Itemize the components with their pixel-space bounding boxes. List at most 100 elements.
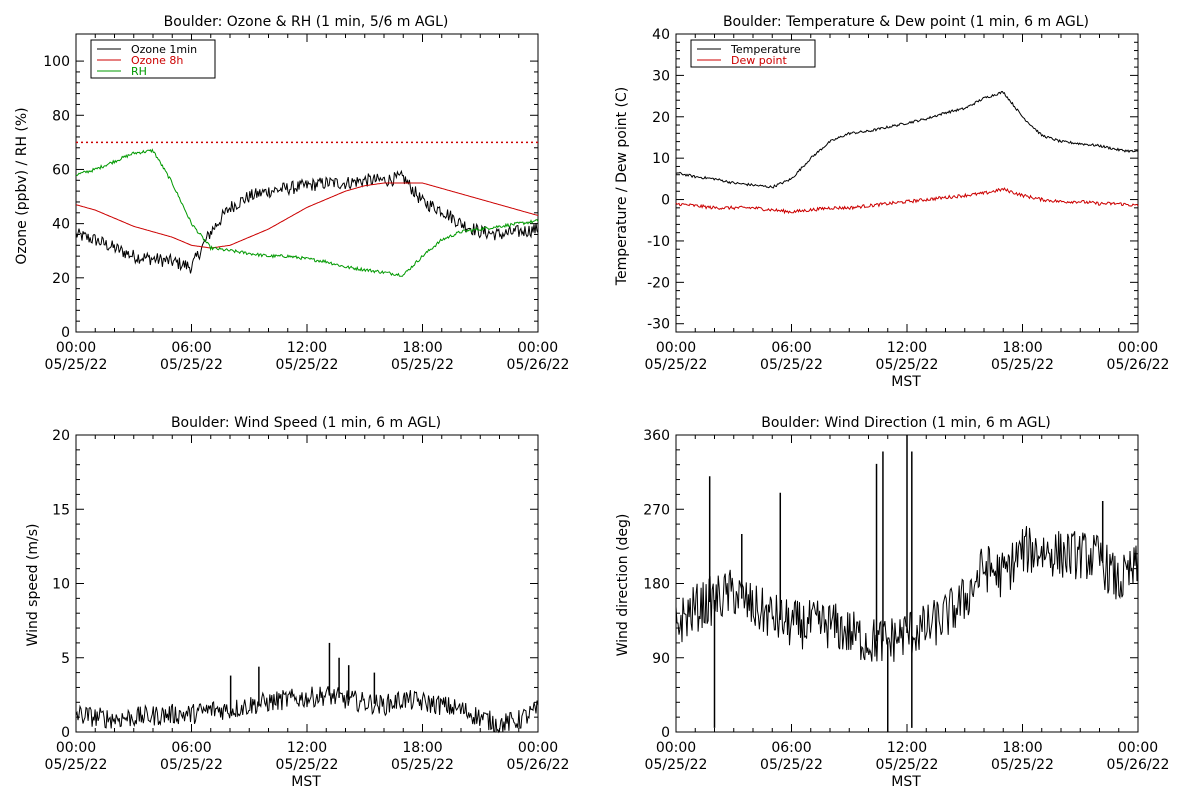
y-axis-label: Temperature / Dew point (C): [614, 87, 630, 286]
x-tick-label-date: 05/25/22: [45, 757, 108, 773]
y-tick-label: 0: [661, 193, 670, 209]
plot-area: -30-20-1001020304000:0005/25/2206:0005/2…: [645, 27, 1170, 373]
x-tick-label-time: 00:00: [56, 340, 96, 356]
x-tick-label-time: 06:00: [771, 340, 811, 356]
legend-entry: Ozone 8h: [131, 54, 183, 67]
x-tick-label-date: 05/25/22: [760, 757, 823, 773]
wind-speed-panel: Boulder: Wind Speed (1 min, 6 m AGL) Win…: [25, 415, 569, 790]
x-tick-label-date: 05/25/22: [876, 357, 939, 373]
plot-area: 02040608010000:0005/25/2206:0005/25/2212…: [43, 33, 570, 373]
legend-entry: Dew point: [731, 54, 787, 67]
series-line-2: [75, 148, 539, 277]
chart-title: Boulder: Temperature & Dew point (1 min,…: [723, 14, 1089, 30]
y-tick-label: 90: [652, 651, 670, 667]
x-tick-label-time: 00:00: [518, 340, 558, 356]
legend-entry: Ozone 1min: [131, 43, 197, 56]
temperature-dewpoint-panel: Boulder: Temperature & Dew point (1 min,…: [614, 14, 1169, 390]
y-tick-label: 180: [643, 577, 670, 593]
x-tick-label-time: 00:00: [518, 740, 558, 756]
legend-entry: Temperature: [730, 43, 801, 56]
x-tick-label-date: 05/25/22: [160, 757, 223, 773]
x-tick-label-date: 05/25/22: [876, 757, 939, 773]
y-tick-label: 5: [61, 651, 70, 667]
x-tick-label-date: 05/25/22: [645, 357, 708, 373]
series-line-1: [675, 187, 1139, 215]
x-tick-label-time: 18:00: [402, 740, 442, 756]
x-tick-label-date: 05/25/22: [276, 757, 339, 773]
y-axis-label: Wind speed (m/s): [25, 524, 41, 647]
y-axis-label: Ozone (ppbv) / RH (%): [14, 107, 30, 264]
x-tick-label-date: 05/25/22: [645, 757, 708, 773]
y-tick-label: -30: [647, 317, 670, 333]
y-tick-label: 20: [52, 428, 70, 444]
y-tick-label: -20: [647, 275, 670, 291]
x-axis-label: MST: [891, 374, 921, 390]
x-tick-label-date: 05/25/22: [160, 357, 223, 373]
y-tick-label: 15: [52, 502, 70, 518]
y-tick-label: 0: [61, 725, 70, 741]
y-tick-label: 60: [52, 162, 70, 178]
y-tick-label: 100: [43, 54, 70, 70]
series-line-1: [75, 182, 539, 249]
y-tick-label: 40: [52, 217, 70, 233]
x-tick-label-date: 05/25/22: [45, 357, 108, 373]
y-tick-label: -10: [647, 234, 670, 250]
legend-box: [690, 39, 816, 68]
x-tick-label-date: 05/26/22: [507, 357, 570, 373]
x-tick-label-time: 12:00: [287, 740, 327, 756]
x-axis-label: MST: [291, 774, 321, 790]
y-tick-label: 20: [52, 271, 70, 287]
x-tick-label-time: 00:00: [1118, 740, 1158, 756]
x-axis-label: MST: [891, 774, 921, 790]
plot-area: 0510152000:0005/25/2206:0005/25/2212:000…: [45, 428, 570, 773]
y-axis-label: Wind direction (deg): [615, 514, 631, 657]
y-tick-label: 360: [643, 428, 670, 444]
x-tick-label-date: 05/25/22: [991, 757, 1054, 773]
x-tick-label-time: 00:00: [56, 740, 96, 756]
legend-box: [90, 39, 216, 79]
chart-title: Boulder: Wind Speed (1 min, 6 m AGL): [171, 415, 441, 431]
series-line-0: [75, 169, 539, 274]
x-tick-label-time: 12:00: [287, 340, 327, 356]
series-line-0: [675, 90, 1139, 189]
series-line-0: [75, 686, 539, 734]
x-tick-label-time: 00:00: [1118, 340, 1158, 356]
x-tick-label-date: 05/26/22: [1107, 757, 1170, 773]
x-tick-label-date: 05/25/22: [391, 757, 454, 773]
x-tick-label-time: 18:00: [1002, 340, 1042, 356]
x-tick-label-date: 05/25/22: [276, 357, 339, 373]
x-tick-label-time: 00:00: [656, 740, 696, 756]
y-tick-label: 0: [61, 325, 70, 341]
x-tick-label-time: 12:00: [887, 340, 927, 356]
wind-direction-panel: Boulder: Wind Direction (1 min, 6 m AGL)…: [615, 415, 1169, 790]
x-tick-label-date: 05/25/22: [991, 357, 1054, 373]
plot-area: 09018027036000:0005/25/2206:0005/25/2212…: [643, 428, 1169, 773]
x-tick-label-date: 05/26/22: [507, 757, 570, 773]
x-tick-label-time: 00:00: [656, 340, 696, 356]
y-tick-label: 0: [661, 725, 670, 741]
y-tick-label: 10: [52, 577, 70, 593]
y-tick-label: 270: [643, 502, 670, 518]
x-tick-label-time: 06:00: [171, 740, 211, 756]
x-tick-label-date: 05/25/22: [391, 357, 454, 373]
chart-title: Boulder: Wind Direction (1 min, 6 m AGL): [761, 415, 1050, 431]
y-tick-label: 40: [652, 27, 670, 43]
x-tick-label-time: 18:00: [1002, 740, 1042, 756]
y-tick-label: 80: [52, 108, 70, 124]
x-tick-label-date: 05/26/22: [1107, 357, 1170, 373]
y-tick-label: 30: [652, 68, 670, 84]
ozone-rh-panel: Boulder: Ozone & RH (1 min, 5/6 m AGL) O…: [14, 14, 569, 373]
x-tick-label-time: 06:00: [771, 740, 811, 756]
y-tick-label: 20: [652, 110, 670, 126]
chart-title: Boulder: Ozone & RH (1 min, 5/6 m AGL): [164, 14, 449, 30]
x-tick-label-time: 06:00: [171, 340, 211, 356]
x-tick-label-date: 05/25/22: [760, 357, 823, 373]
y-tick-label: 10: [652, 151, 670, 167]
x-tick-label-time: 18:00: [402, 340, 442, 356]
x-tick-label-time: 12:00: [887, 740, 927, 756]
legend-entry: RH: [131, 65, 147, 78]
